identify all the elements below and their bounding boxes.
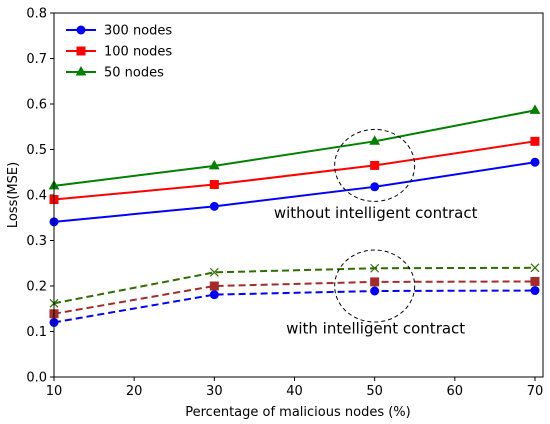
- legend: 300 nodes 100 nodes 50 nodes: [66, 24, 172, 81]
- x-marker-stroke: [209, 267, 219, 277]
- y-tick-label: 0.6: [26, 98, 47, 113]
- x-marker-stroke: [530, 263, 540, 273]
- y-tick-label: 0.1: [26, 325, 47, 340]
- series-300-nodes: [49, 157, 540, 227]
- triangle-marker: [529, 104, 541, 114]
- series-layer: [48, 104, 541, 327]
- y-tick-label: 0.5: [26, 143, 47, 158]
- legend-item: 300 nodes: [66, 24, 172, 39]
- legend-item: 100 nodes: [66, 45, 172, 60]
- y-tick-label: 0.3: [26, 234, 47, 249]
- x-tick-label: 60: [447, 384, 464, 399]
- annotation-label: without intelligent contract: [274, 204, 478, 222]
- x-tick-label: 20: [126, 384, 143, 399]
- circle-marker: [530, 157, 540, 167]
- y-tick-label: 0.7: [26, 52, 47, 67]
- square-marker: [209, 180, 219, 190]
- triangle-marker: [208, 159, 220, 170]
- x-marker-stroke: [370, 263, 380, 273]
- square-marker: [76, 46, 86, 56]
- circle-marker: [209, 290, 219, 300]
- circle-marker: [209, 201, 219, 211]
- circle-marker: [370, 286, 380, 296]
- circle-marker: [370, 182, 380, 192]
- square-marker: [530, 136, 540, 146]
- axis-ticks: 10 20 30 40 50 60 70 0.0 0.1 0.2 0.3 0.4 0.5 0.6 0.7 0.…: [26, 7, 543, 400]
- series-line: [53, 161, 536, 223]
- x-marker: [370, 263, 380, 273]
- y-tick-label: 0.0: [26, 371, 47, 386]
- y-axis-label: Loss(MSE): [6, 162, 21, 228]
- annotations: without intelligent contract with intelli…: [274, 128, 478, 337]
- y-tick-label: 0.4: [26, 189, 47, 204]
- series-100-nodes: [49, 136, 540, 205]
- legend-label: 100 nodes: [104, 45, 172, 60]
- series-group-with-3: [49, 286, 540, 327]
- series-group-with-4: [49, 276, 540, 319]
- circle-marker: [76, 25, 86, 35]
- x-tick-label: 10: [46, 384, 63, 399]
- annotation-label: with intelligent contract: [286, 319, 465, 337]
- highlight-circle: [334, 128, 416, 202]
- x-tick-label: 40: [286, 384, 303, 399]
- square-marker: [530, 276, 540, 286]
- legend-item: 50 nodes: [66, 66, 164, 81]
- y-tick-label: 0.8: [26, 7, 47, 22]
- series-line: [53, 109, 536, 187]
- square-marker: [209, 281, 219, 291]
- x-marker: [209, 267, 219, 277]
- y-tick-label: 0.2: [26, 280, 47, 295]
- series-line: [53, 140, 536, 201]
- square-marker: [370, 277, 380, 287]
- legend-label: 50 nodes: [104, 66, 164, 81]
- triangle-marker: [369, 135, 381, 145]
- x-tick-label: 70: [527, 384, 544, 399]
- series-line: [53, 266, 535, 305]
- triangle-marker: [75, 65, 87, 76]
- legend-label: 300 nodes: [104, 24, 172, 39]
- x-axis-label: Percentage of malicious nodes (%): [185, 405, 410, 420]
- plot-frame: [53, 12, 544, 378]
- series-line: [53, 280, 535, 315]
- circle-marker: [530, 286, 540, 296]
- x-marker: [530, 263, 540, 273]
- x-tick-label: 50: [366, 384, 383, 399]
- series-50-nodes: [48, 104, 541, 190]
- highlight-circle: [334, 249, 416, 323]
- square-marker: [370, 160, 380, 170]
- x-tick-label: 30: [206, 384, 223, 399]
- series-line: [53, 289, 535, 324]
